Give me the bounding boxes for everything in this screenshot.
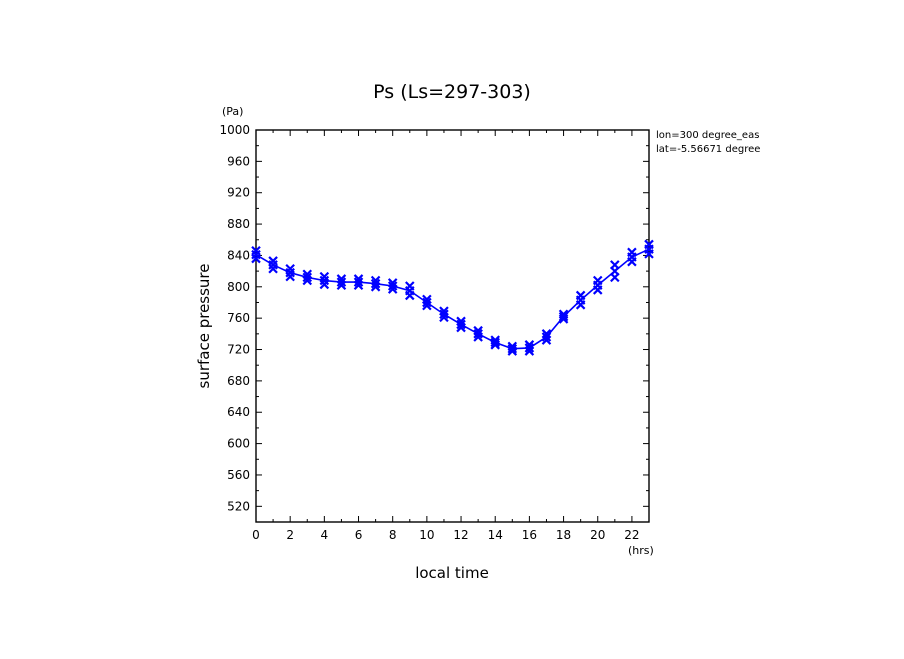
data-point-marker — [285, 267, 295, 278]
data-point-marker — [422, 300, 432, 311]
data-point-marker — [387, 281, 398, 291]
x-tick-label: 14 — [488, 528, 503, 542]
data-point-marker — [592, 280, 603, 291]
data-point-marker — [490, 337, 500, 348]
plot-layer: 0 2 4 6 8 10 12 14 16 18 20 22 520 560 600 640 680 720 760… — [219, 123, 654, 542]
y-tick-label: 680 — [227, 374, 250, 388]
plot-frame — [255, 129, 650, 523]
y-tick-label: 760 — [227, 311, 250, 325]
data-point-marker — [353, 280, 364, 291]
data-point-marker — [370, 282, 381, 292]
data-point-marker — [319, 275, 330, 286]
data-point-marker — [507, 346, 518, 356]
y-tick-label: 960 — [227, 154, 250, 168]
chart-title: Ps (Ls=297-303) — [373, 81, 531, 103]
data-point-marker — [524, 343, 535, 353]
data-point-marker — [353, 277, 364, 287]
x-axis-label: local time — [415, 564, 489, 582]
x-tick-label: 18 — [556, 528, 571, 542]
data-point-marker — [456, 319, 466, 330]
y-tick-label: 520 — [227, 499, 250, 513]
data-point-marker — [644, 244, 654, 254]
data-point-marker — [524, 346, 535, 356]
x-tick-label: 12 — [453, 528, 468, 542]
y-unit-label: (Pa) — [222, 105, 243, 118]
annotation-lat: lat=-5.56671 degree — [656, 144, 760, 155]
x-tick-label: 0 — [252, 528, 260, 542]
data-point-marker — [268, 260, 278, 270]
annotation-lon: lon=300 degree_eas — [656, 130, 759, 141]
x-tick-label: 22 — [624, 528, 639, 542]
data-point-marker — [610, 266, 620, 276]
data-point-marker — [558, 311, 569, 322]
data-point-marker — [490, 340, 500, 350]
data-point-marker — [439, 312, 449, 323]
x-tick-label: 16 — [522, 528, 537, 542]
data-point-marker — [541, 335, 552, 345]
data-point-marker — [558, 314, 569, 324]
data-point-marker — [456, 322, 466, 333]
data-point-marker — [336, 280, 347, 291]
y-tick-label: 560 — [227, 468, 250, 482]
data-point-marker — [251, 249, 261, 260]
data-point-marker — [336, 277, 347, 287]
x-tick-label: 6 — [355, 528, 363, 542]
y-tick-label: 1000 — [219, 123, 250, 137]
data-point-marker — [422, 297, 432, 308]
data-point-marker — [541, 332, 552, 342]
y-tick-label: 800 — [227, 280, 250, 294]
y-tick-label: 920 — [227, 186, 250, 200]
data-point-marker — [370, 278, 381, 289]
data-point-marker — [439, 309, 449, 320]
x-unit-label: (hrs) — [628, 544, 654, 557]
series-line — [255, 248, 650, 350]
data-point-marker — [507, 343, 518, 354]
data-point-marker — [302, 275, 313, 286]
data-point-marker — [405, 285, 415, 296]
y-tick-label: 600 — [227, 437, 250, 451]
x-tick-label: 8 — [389, 528, 397, 542]
data-point-marker — [627, 252, 637, 262]
data-point-marker — [387, 284, 398, 294]
y-axis-label: surface pressure — [195, 264, 213, 389]
y-tick-label: 880 — [227, 217, 250, 231]
x-tick-label: 20 — [590, 528, 605, 542]
y-tick-label: 840 — [227, 248, 250, 262]
data-point-marker — [473, 329, 483, 339]
y-tick-label: 640 — [227, 405, 250, 419]
data-point-marker — [302, 272, 313, 283]
data-point-marker — [575, 295, 586, 305]
x-tick-label: 10 — [419, 528, 434, 542]
data-point-marker — [473, 332, 483, 342]
y-tick-label: 720 — [227, 343, 250, 357]
x-tick-label: 2 — [286, 528, 294, 542]
x-tick-label: 4 — [321, 528, 329, 542]
